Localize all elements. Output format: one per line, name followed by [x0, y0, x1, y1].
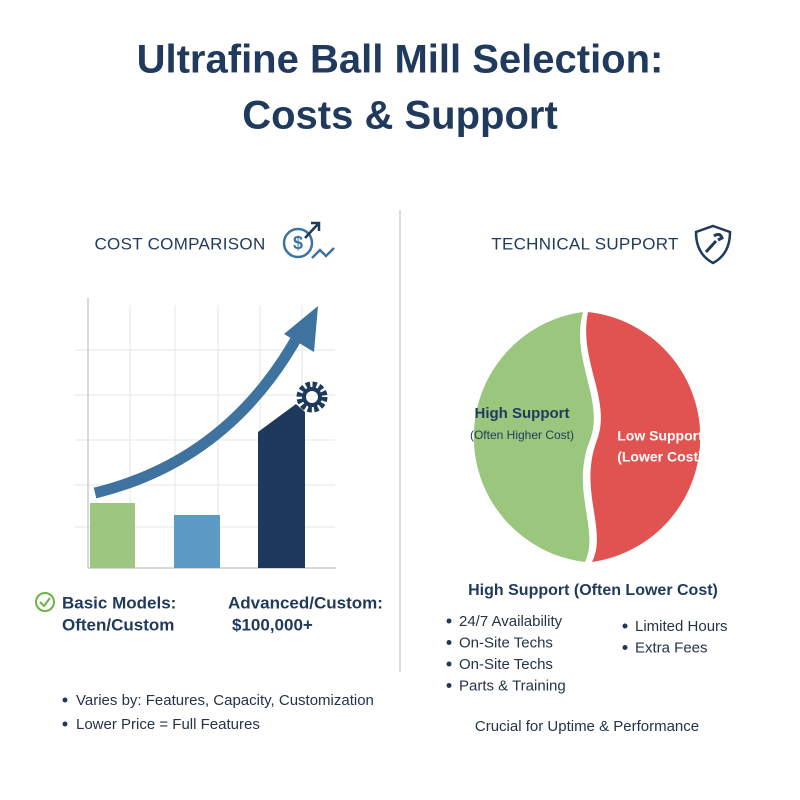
support-segment-low	[586, 312, 701, 562]
value: $100,000+	[232, 615, 313, 634]
value: Often/Custom	[62, 615, 174, 634]
gear-icon	[296, 381, 328, 413]
bar-illustration	[258, 404, 305, 568]
title: Ultrafine Ball Mill Selection:	[137, 38, 664, 82]
list-item: Limited Hours	[635, 618, 728, 635]
note: Lower Price = Full Features	[76, 716, 260, 733]
bullet	[62, 721, 68, 727]
trend-arrow	[93, 329, 305, 499]
bullet	[62, 697, 68, 703]
note: Varies by: Features, Capacity, Customiza…	[76, 692, 374, 709]
bullet	[622, 623, 628, 629]
bar-illustration	[174, 515, 220, 568]
arrow-head	[284, 306, 318, 352]
list-item: Extra Fees	[635, 639, 708, 656]
label: Advanced/Custom:	[228, 593, 383, 612]
support-segment-high	[473, 312, 594, 562]
summary: High Support (Often Lower Cost)	[468, 582, 718, 599]
bar-illustration	[90, 503, 135, 568]
segment-note: (Often Higher Cost)	[470, 428, 574, 442]
bullet	[446, 661, 452, 667]
bullet	[446, 683, 452, 688]
footer-note: Crucial for Uptime & Performance	[475, 718, 699, 735]
list-item: On-Site Techs	[459, 634, 553, 651]
bullet	[446, 640, 452, 645]
check-icon	[35, 592, 55, 612]
shield-icon	[694, 224, 732, 265]
list-item: On-Site Techs	[459, 656, 553, 673]
icon-glyph: $	[293, 233, 303, 253]
section-heading: TECHNICAL SUPPORT	[491, 234, 678, 253]
dollar-icon: $	[282, 221, 335, 259]
segment-label: High Support	[475, 405, 570, 422]
list-item: 24/7 Availability	[459, 613, 563, 630]
list-item: Parts & Training	[459, 677, 566, 694]
bullet	[446, 618, 452, 624]
title: Costs & Support	[242, 94, 558, 138]
bullet	[622, 645, 628, 650]
support-lists: 24/7 Availability On-Site Techs On-Site Te…	[446, 613, 728, 694]
label: Basic Models:	[62, 593, 176, 612]
section-heading: COST COMPARISON	[94, 234, 265, 253]
segment-label: Low Support	[617, 428, 703, 444]
segment-note: (Lower Cost)	[617, 449, 703, 465]
